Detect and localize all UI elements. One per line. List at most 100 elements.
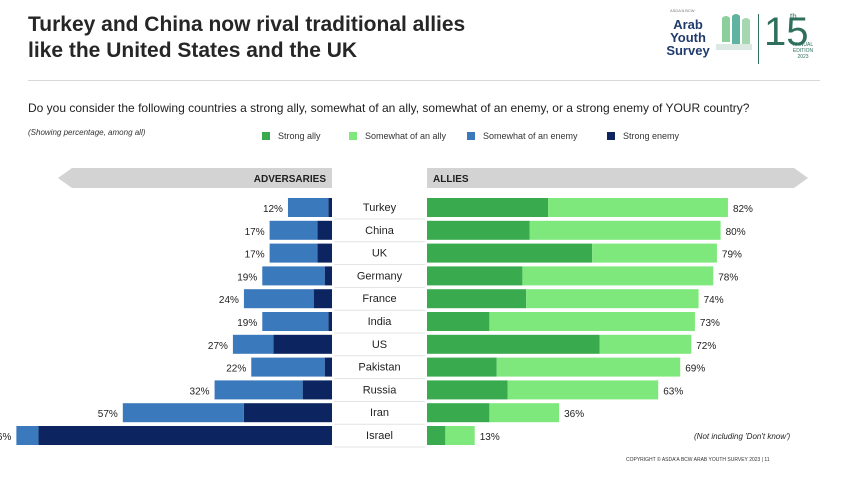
bar-somewhat-ally-us xyxy=(599,334,692,354)
enemy-total-label-israel: 86% xyxy=(0,432,11,443)
country-label-uk: UK xyxy=(372,248,388,260)
bar-somewhat-ally-pakistan xyxy=(496,357,681,377)
enemy-total-label-france: 24% xyxy=(219,295,239,306)
logo-name-line-2: Youth xyxy=(670,30,706,45)
ally-total-label-us: 72% xyxy=(696,341,716,352)
bar-somewhat-ally-russia xyxy=(507,380,659,400)
country-label-us: US xyxy=(372,339,387,351)
enemy-total-label-russia: 32% xyxy=(190,386,210,397)
bar-strong-enemy-israel xyxy=(38,426,333,445)
title-line-2: like the United States and the UK xyxy=(28,39,358,62)
enemy-total-label-china: 17% xyxy=(245,227,265,238)
bar-strong-enemy-russia xyxy=(302,380,332,400)
bar-strong-ally-india xyxy=(427,312,490,331)
bar-strong-enemy-india xyxy=(328,312,332,331)
arab-youth-survey-logo: ASDA'A BCW Arab Youth Survey 15 th ANNUA… xyxy=(660,8,820,72)
bar-somewhat-enemy-pakistan xyxy=(251,357,325,377)
adversaries-banner xyxy=(58,168,332,188)
country-label-china: China xyxy=(365,225,395,237)
header-divider xyxy=(28,80,820,81)
bar-strong-ally-turkey xyxy=(427,198,549,217)
enemy-total-label-turkey: 12% xyxy=(263,204,283,215)
bar-strong-ally-france xyxy=(427,289,527,309)
ally-total-label-germany: 78% xyxy=(718,272,738,283)
bar-somewhat-ally-uk xyxy=(592,243,717,263)
logo-edition-line-2: EDITION xyxy=(792,48,814,54)
bar-strong-ally-iran xyxy=(427,403,490,423)
enemy-total-label-india: 19% xyxy=(237,318,257,329)
ally-total-label-iran: 36% xyxy=(564,409,584,420)
logo-edition-line-1: ANNUAL xyxy=(792,42,814,48)
bar-strong-enemy-france xyxy=(313,289,332,309)
country-label-pakistan: Pakistan xyxy=(358,362,400,374)
bar-strong-enemy-turkey xyxy=(328,198,332,217)
bar-strong-enemy-us xyxy=(273,334,332,354)
legend-label-strong-enemy: Strong enemy xyxy=(623,131,680,141)
country-label-iran: Iran xyxy=(370,407,389,419)
bar-strong-enemy-china xyxy=(317,220,332,240)
bar-strong-ally-pakistan xyxy=(427,357,497,377)
legend-item-strong-enemy: Strong enemy xyxy=(607,131,679,141)
legend-swatch-strong-ally xyxy=(262,132,270,140)
legend-label-strong-ally: Strong ally xyxy=(278,131,321,141)
legend-item-somewhat-enemy: Somewhat of an enemy xyxy=(467,131,578,141)
footnote-not-including-dont-know: (Not including 'Don't know') xyxy=(694,432,791,441)
bar-somewhat-ally-turkey xyxy=(548,198,728,217)
survey-question: Do you consider the following countries … xyxy=(28,101,750,115)
bar-strong-enemy-iran xyxy=(243,403,332,423)
bar-somewhat-enemy-uk xyxy=(269,243,318,263)
country-label-israel: Israel xyxy=(366,430,393,442)
country-label-india: India xyxy=(368,316,393,328)
chart-legend: Strong ally Somewhat of an ally Somewhat… xyxy=(0,131,850,145)
logo-edition: ANNUAL EDITION 2023 xyxy=(788,42,818,60)
enemy-total-label-germany: 19% xyxy=(237,272,257,283)
bar-somewhat-ally-china xyxy=(529,220,721,240)
bar-somewhat-ally-iran xyxy=(489,403,560,423)
legend-swatch-somewhat-enemy xyxy=(467,132,475,140)
ally-total-label-russia: 63% xyxy=(663,386,683,397)
ally-total-label-uk: 79% xyxy=(722,250,742,261)
logo-superscript: th xyxy=(790,12,797,21)
country-label-germany: Germany xyxy=(357,270,403,282)
logo-name-line-1: Arab xyxy=(673,17,703,32)
legend-label-somewhat-ally: Somewhat of an ally xyxy=(365,131,447,141)
bar-strong-enemy-germany xyxy=(324,266,332,286)
bar-somewhat-enemy-russia xyxy=(214,380,303,400)
bar-strong-ally-uk xyxy=(427,243,593,263)
allies-banner xyxy=(427,168,808,188)
logo-figures-icon xyxy=(716,14,752,50)
country-label-turkey: Turkey xyxy=(363,202,397,214)
legend-label-somewhat-enemy: Somewhat of an enemy xyxy=(483,131,578,141)
ally-total-label-india: 73% xyxy=(700,318,720,329)
logo-name: Arab Youth Survey xyxy=(664,18,712,57)
bar-somewhat-enemy-us xyxy=(232,334,274,354)
country-label-france: France xyxy=(362,293,396,305)
legend-swatch-somewhat-ally xyxy=(349,132,357,140)
enemy-total-label-us: 27% xyxy=(208,341,228,352)
bar-strong-enemy-pakistan xyxy=(324,357,332,377)
logo-edition-line-3: 2023 xyxy=(797,54,809,60)
adversaries-banner-label: ADVERSARIES xyxy=(254,174,327,185)
enemy-total-label-iran: 57% xyxy=(98,409,118,420)
enemy-total-label-pakistan: 22% xyxy=(226,364,246,375)
bar-strong-ally-us xyxy=(427,334,600,354)
bar-somewhat-ally-germany xyxy=(522,266,714,286)
bar-somewhat-enemy-iran xyxy=(122,403,244,423)
title-line-1: Turkey and China now rival traditional a… xyxy=(28,13,466,36)
country-label-russia: Russia xyxy=(363,384,398,396)
bar-somewhat-enemy-israel xyxy=(16,426,39,445)
note-showing-percentage: (Showing percentage, among all) xyxy=(28,128,146,137)
bar-somewhat-enemy-turkey xyxy=(287,198,329,217)
ally-total-label-pakistan: 69% xyxy=(685,364,705,375)
page-title: Turkey and China now rival traditional a… xyxy=(28,12,588,64)
bar-strong-ally-china xyxy=(427,220,530,240)
bar-somewhat-ally-france xyxy=(526,289,699,309)
bar-somewhat-enemy-china xyxy=(269,220,318,240)
bar-strong-ally-germany xyxy=(427,266,523,286)
bar-somewhat-enemy-india xyxy=(262,312,329,331)
bar-somewhat-enemy-germany xyxy=(262,266,325,286)
copyright: COPYRIGHT © ASDA'A BCW ARAB YOUTH SURVEY… xyxy=(626,457,770,463)
logo-name-line-3: Survey xyxy=(666,43,710,58)
logo-brand-small: ASDA'A BCW xyxy=(670,8,695,13)
